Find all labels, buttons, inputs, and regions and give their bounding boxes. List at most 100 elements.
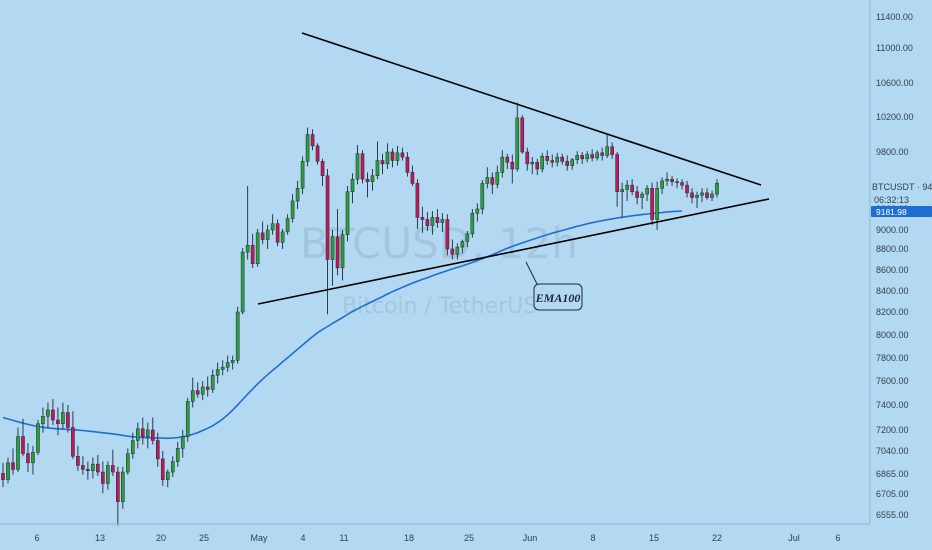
candle-series bbox=[1, 102, 719, 526]
candle-body bbox=[121, 471, 125, 502]
price-tick-label: 10600.00 bbox=[876, 78, 914, 88]
candle bbox=[31, 445, 35, 475]
candle bbox=[605, 134, 609, 158]
candle bbox=[560, 153, 565, 165]
candle-body bbox=[685, 184, 689, 194]
candle-body bbox=[425, 219, 430, 227]
ema100-annotation-box[interactable] bbox=[533, 283, 583, 311]
candle bbox=[91, 457, 95, 479]
time-tick-label: Jun bbox=[523, 533, 538, 543]
price-tick-label: 6705.00 bbox=[876, 489, 909, 499]
price-axis[interactable] bbox=[870, 0, 932, 524]
candle bbox=[245, 186, 250, 260]
candle bbox=[570, 157, 575, 170]
candle bbox=[420, 206, 425, 233]
candle-body bbox=[595, 152, 599, 159]
candle bbox=[620, 182, 624, 218]
candle bbox=[660, 177, 664, 195]
candle-body bbox=[410, 172, 415, 184]
candle-body bbox=[225, 362, 230, 368]
candle-body bbox=[495, 172, 500, 185]
candle-body bbox=[590, 154, 594, 159]
candle bbox=[650, 182, 654, 225]
candle-body bbox=[380, 160, 385, 165]
price-tick-label: 7040.00 bbox=[876, 446, 909, 456]
candle-body bbox=[545, 156, 550, 161]
candle bbox=[46, 402, 50, 428]
candle bbox=[410, 165, 415, 186]
candle-body bbox=[185, 401, 190, 437]
price-tick-label: 8200.00 bbox=[876, 307, 909, 317]
candle bbox=[645, 185, 649, 201]
candle bbox=[515, 102, 520, 172]
candle-body bbox=[330, 236, 335, 260]
candle bbox=[440, 213, 445, 232]
time-tick-label: Jul bbox=[788, 533, 800, 543]
candle bbox=[41, 407, 45, 433]
candle-body bbox=[86, 469, 90, 471]
countdown-label: 06:32:13 bbox=[874, 195, 909, 205]
candle-body bbox=[670, 178, 674, 182]
ema100-line[interactable] bbox=[2, 210, 683, 440]
candle bbox=[26, 443, 30, 473]
candle-body bbox=[81, 465, 85, 470]
candle-body bbox=[365, 178, 370, 182]
candle bbox=[150, 417, 155, 445]
price-tick-label: 8800.00 bbox=[876, 244, 909, 254]
price-tick-label: 7400.00 bbox=[876, 400, 909, 410]
candle bbox=[295, 180, 300, 209]
candle bbox=[280, 228, 285, 249]
candle-body bbox=[460, 241, 465, 248]
candle bbox=[131, 432, 135, 459]
candle-body bbox=[385, 151, 390, 165]
candle bbox=[520, 115, 525, 154]
candle-body bbox=[405, 156, 410, 173]
ascending-trendline[interactable] bbox=[257, 198, 770, 305]
price-tick-label: 7800.00 bbox=[876, 353, 909, 363]
candle bbox=[390, 148, 395, 168]
ema100-series bbox=[2, 210, 683, 440]
candle-body bbox=[560, 156, 565, 162]
candle bbox=[195, 382, 200, 398]
candle bbox=[230, 355, 235, 370]
candle-body bbox=[420, 217, 425, 220]
candle bbox=[425, 212, 430, 231]
candle bbox=[185, 397, 190, 442]
candle-body bbox=[205, 386, 210, 390]
descending-trendline[interactable] bbox=[301, 32, 762, 186]
price-tick-label: 7600.00 bbox=[876, 376, 909, 386]
candle bbox=[175, 441, 180, 467]
candle-body bbox=[96, 463, 100, 473]
candle-body bbox=[475, 208, 480, 214]
candle-body bbox=[350, 178, 355, 192]
candle-body bbox=[400, 152, 405, 158]
candle bbox=[510, 154, 515, 184]
time-tick-label: 25 bbox=[464, 533, 474, 543]
candle-body bbox=[230, 360, 235, 363]
candle-body bbox=[175, 448, 180, 462]
candle-body bbox=[106, 465, 110, 484]
time-axis-ticks[interactable]: 6 13 20 25 May 4 11 18 25 Jun 8 15 22 Jul 6 bbox=[34, 533, 840, 543]
candle bbox=[235, 306, 240, 364]
candle-body bbox=[630, 184, 634, 192]
time-tick-label: May bbox=[250, 533, 268, 543]
candle-body bbox=[320, 161, 325, 177]
price-tick-label: 10200.00 bbox=[876, 112, 914, 122]
price-tick-label: 8400.00 bbox=[876, 286, 909, 296]
candle-body bbox=[375, 160, 380, 177]
candle-body bbox=[255, 232, 260, 264]
candle-body bbox=[415, 183, 420, 218]
candle bbox=[11, 448, 15, 475]
candle bbox=[121, 466, 125, 509]
candle bbox=[66, 405, 70, 433]
candle-body bbox=[21, 436, 25, 454]
candle bbox=[61, 402, 65, 429]
candle bbox=[310, 129, 315, 151]
candle bbox=[435, 209, 440, 228]
candle-body bbox=[390, 151, 395, 161]
candle bbox=[205, 376, 210, 397]
candle-body bbox=[530, 161, 535, 165]
candle bbox=[71, 411, 75, 459]
candle-body bbox=[640, 193, 644, 198]
